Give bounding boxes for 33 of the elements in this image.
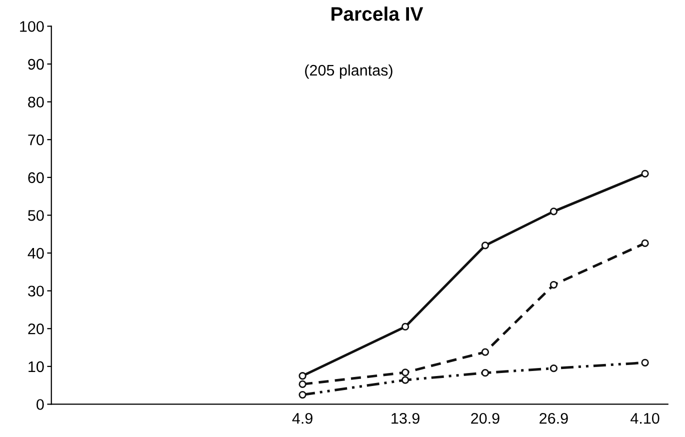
x-tick-label: 13.9 bbox=[392, 412, 420, 424]
point bbox=[641, 358, 649, 366]
point bbox=[298, 372, 306, 380]
y-tick-label: 70 bbox=[28, 134, 44, 146]
point bbox=[641, 239, 649, 248]
y-tick-label: 60 bbox=[28, 172, 44, 184]
y-tick-label: 80 bbox=[28, 96, 44, 108]
point bbox=[481, 369, 490, 377]
y-tick-label: 20 bbox=[28, 323, 44, 334]
y-tick-label: 100 bbox=[20, 21, 44, 32]
point bbox=[481, 242, 490, 250]
text: (205 plantas) bbox=[305, 64, 392, 79]
y-tick-label: 90 bbox=[28, 58, 44, 70]
y-tick-label: 0 bbox=[36, 399, 44, 410]
point bbox=[641, 170, 649, 178]
x-tick-label: 20.9 bbox=[471, 412, 500, 424]
x-tick-label: 4.9 bbox=[292, 412, 312, 424]
chart-title: Parcela IV bbox=[332, 6, 424, 21]
y-tick-label: 10 bbox=[28, 361, 44, 372]
point bbox=[298, 390, 306, 399]
x-tick-label: 26.9 bbox=[540, 412, 568, 424]
point bbox=[481, 348, 490, 356]
y-tick-label: 50 bbox=[28, 210, 44, 221]
point bbox=[401, 376, 410, 384]
point bbox=[550, 208, 558, 216]
point bbox=[298, 380, 306, 388]
y-tick-label: 40 bbox=[28, 248, 44, 259]
x-tick-label: 4.10 bbox=[630, 412, 660, 424]
point bbox=[401, 322, 410, 331]
point bbox=[550, 364, 558, 372]
y-tick-label: 30 bbox=[28, 286, 44, 297]
point bbox=[550, 280, 558, 289]
point bbox=[401, 368, 410, 376]
